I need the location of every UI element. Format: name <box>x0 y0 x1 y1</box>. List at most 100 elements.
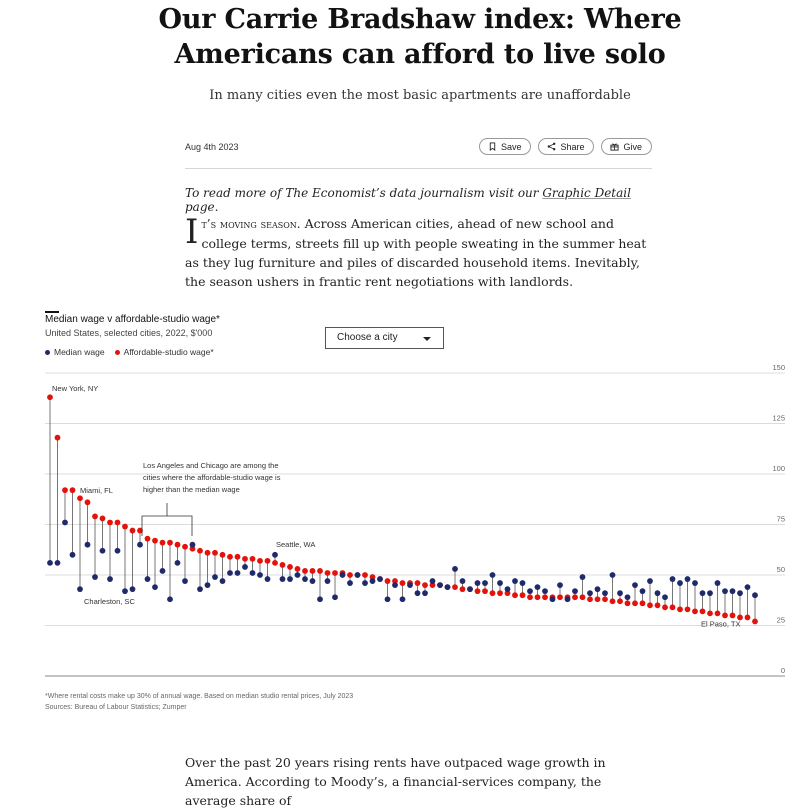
median-wage-point <box>152 584 158 591</box>
median-wage-point <box>242 564 248 570</box>
give-button[interactable]: Give <box>601 138 652 155</box>
median-wage-point <box>414 590 421 597</box>
graphic-detail-note: To read more of The Economist’s data jou… <box>185 186 665 214</box>
median-wage-point <box>662 594 668 601</box>
affordable-wage-point <box>557 594 563 601</box>
affordable-wage-point <box>249 555 256 562</box>
affordable-wage-point <box>654 602 661 609</box>
save-label: Save <box>500 141 522 152</box>
legend-median: Median wage <box>45 347 105 357</box>
affordable-wage-point <box>587 596 593 603</box>
affordable-wage-point <box>399 580 406 586</box>
median-wage-point <box>444 584 451 591</box>
y-tick-label: 75 <box>777 515 785 524</box>
share-icon <box>548 142 556 151</box>
affordable-wage-point <box>227 553 233 560</box>
median-wage-point <box>452 566 458 572</box>
affordable-wage-point <box>422 582 428 588</box>
affordable-wage-point <box>54 434 61 441</box>
median-wage-point <box>474 580 481 586</box>
headline: Our Carrie Bradshaw index: Where America… <box>158 4 682 70</box>
affordable-wage-point <box>609 598 616 605</box>
affordable-wage-point <box>662 604 668 611</box>
affordable-wage-point <box>144 535 151 542</box>
median-wage-point <box>609 572 616 578</box>
median-wage-point <box>369 578 376 584</box>
affordable-wage-point <box>639 600 646 607</box>
affordable-wage-point <box>752 618 758 625</box>
y-tick-label: 100 <box>772 464 785 473</box>
body-paragraph-2: Over the past 20 years rising rents have… <box>185 755 606 808</box>
median-wage-point <box>752 592 758 599</box>
affordable-wage-point <box>512 592 518 599</box>
share-button[interactable]: Share <box>538 138 595 155</box>
median-wage-point <box>69 551 76 558</box>
median-wage-point <box>189 541 196 548</box>
chart-footnote: *Where rental costs make up 30% of annua… <box>45 691 353 713</box>
median-wage-point <box>92 574 98 580</box>
median-wage-point <box>339 572 346 578</box>
median-wage-point <box>654 590 661 597</box>
median-wage-point <box>257 572 263 578</box>
affordable-wage-point <box>384 578 391 584</box>
affordable-wage-point <box>459 586 466 593</box>
label-new-york: New York, NY <box>52 384 98 393</box>
save-button[interactable]: Save <box>478 138 532 155</box>
graphic-detail-link[interactable]: Graphic Detail <box>542 186 631 200</box>
median-wage-point <box>572 588 578 595</box>
median-wage-point <box>167 596 173 603</box>
median-wage-point <box>54 559 61 566</box>
affordable-wage-point <box>474 588 481 595</box>
affordable-wage-point <box>167 539 173 546</box>
share-label: Share <box>560 141 585 152</box>
affordable-wage-point <box>527 594 533 601</box>
median-dot-icon <box>45 349 50 355</box>
median-wage-point <box>489 572 496 578</box>
affordable-wage-point <box>482 588 488 595</box>
median-wage-point <box>377 576 383 582</box>
annotation-bracket <box>141 503 193 536</box>
median-wage-point <box>647 578 653 584</box>
readmore-suffix: page. <box>185 200 219 214</box>
median-wage-point <box>279 576 286 582</box>
footnote-sources: Sources: Bureau of Labour Statistics; Zu… <box>45 704 187 711</box>
affordable-wage-point <box>737 614 743 621</box>
affordable-wage-point <box>129 527 136 534</box>
affordable-wage-point <box>122 523 128 530</box>
lead-smallcaps: t’s moving season. <box>201 217 301 231</box>
affordable-wage-point <box>594 596 601 603</box>
gift-icon <box>610 143 620 151</box>
median-wage-point <box>639 588 646 595</box>
median-wage-point <box>272 551 278 558</box>
chart-grid: 0 25 50 75 100 125 150 <box>45 363 785 677</box>
subheadline: In many cities even the most basic apart… <box>209 88 631 103</box>
affordable-wage-point <box>504 590 511 597</box>
annotation-la-chicago: higher than the median wage <box>143 485 240 494</box>
dot-plot-chart: 0 25 50 75 100 125 150 New York, NY Miami, FL Ch… <box>45 363 785 677</box>
city-select[interactable]: Choose a city <box>325 327 444 349</box>
drop-cap: I <box>185 212 199 252</box>
affordable-wage-point <box>362 572 368 578</box>
give-label: Give <box>623 141 642 152</box>
affordable-wage-point <box>309 568 316 574</box>
affordable-wage-point <box>159 539 166 546</box>
median-wage-point <box>602 590 608 597</box>
median-wage-point <box>744 584 751 591</box>
label-seattle: Seattle, WA <box>276 540 315 549</box>
chart-points <box>47 394 758 625</box>
affordable-wage-point <box>729 612 736 619</box>
median-wage-point <box>624 594 631 601</box>
median-wage-point <box>264 576 271 582</box>
median-wage-point <box>512 578 518 584</box>
median-wage-point <box>684 576 691 582</box>
median-wage-point <box>534 584 541 591</box>
chart-annotations: New York, NY Miami, FL Charleston, SC Seatt… <box>52 384 740 628</box>
median-wage-point <box>317 596 323 603</box>
median-wage-point <box>84 541 91 548</box>
affordable-wage-point <box>257 557 263 564</box>
median-wage-point <box>467 586 473 593</box>
median-wage-point <box>437 582 443 588</box>
median-wage-point <box>714 580 721 586</box>
affordable-wage-point <box>722 612 728 619</box>
affordable-wage-point <box>534 594 541 601</box>
